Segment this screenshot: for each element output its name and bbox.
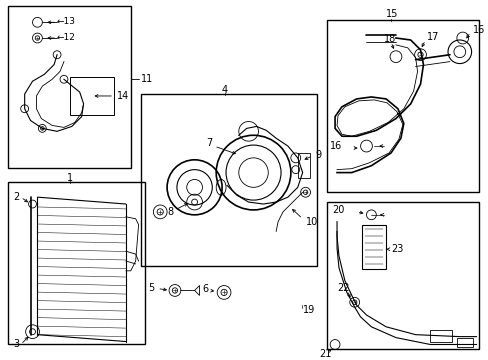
Text: 10: 10 — [305, 217, 317, 227]
Text: 23: 23 — [390, 244, 403, 254]
Text: 18: 18 — [384, 34, 396, 44]
Text: 4: 4 — [221, 85, 227, 95]
Text: ←13: ←13 — [57, 17, 76, 26]
Text: 16: 16 — [329, 141, 341, 151]
Bar — [140, 94, 317, 266]
Bar — [8, 6, 130, 168]
Text: ←12: ←12 — [57, 32, 76, 41]
Text: 14: 14 — [117, 91, 129, 101]
Text: 1: 1 — [67, 174, 73, 184]
Bar — [456, 338, 471, 347]
Text: 19: 19 — [302, 305, 314, 315]
Bar — [70, 77, 114, 114]
Text: 3: 3 — [13, 339, 19, 350]
Text: 22: 22 — [336, 283, 349, 293]
Text: 2: 2 — [13, 192, 19, 202]
Bar — [297, 153, 309, 177]
Bar — [326, 20, 478, 192]
Text: 21: 21 — [319, 349, 331, 359]
Text: 5: 5 — [148, 283, 154, 293]
Bar — [8, 183, 145, 345]
Text: 8: 8 — [167, 207, 173, 217]
Text: 7: 7 — [206, 138, 212, 148]
Bar — [326, 202, 478, 350]
Text: 9: 9 — [315, 150, 321, 160]
Text: 17: 17 — [427, 32, 439, 42]
Bar — [361, 225, 386, 269]
Text: 6: 6 — [202, 284, 208, 294]
Bar — [429, 330, 451, 342]
Text: 11: 11 — [140, 74, 153, 84]
Text: 15: 15 — [386, 9, 398, 19]
Text: 20: 20 — [332, 205, 344, 215]
Text: 16: 16 — [471, 25, 484, 35]
